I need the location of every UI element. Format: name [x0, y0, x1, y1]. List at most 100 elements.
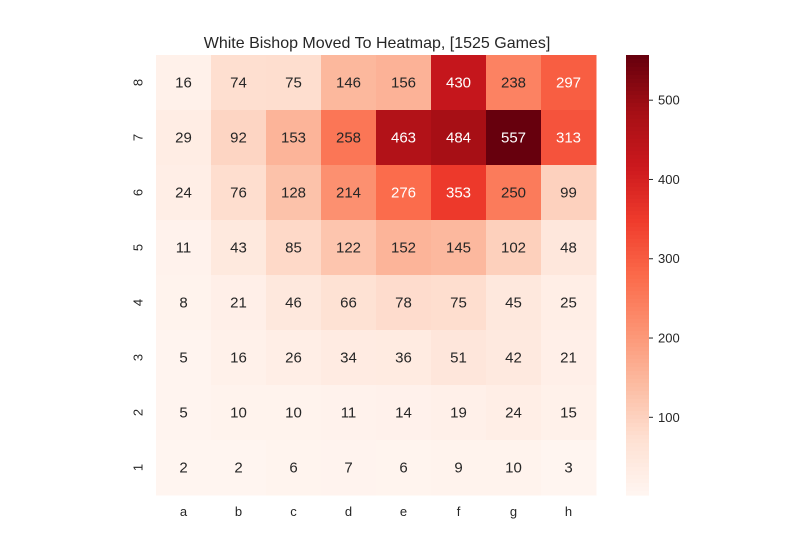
colorbar-segment	[626, 219, 649, 224]
colorbar-segment	[626, 99, 649, 104]
cell-value-label: 26	[285, 350, 302, 367]
colorbar-segment	[626, 203, 649, 208]
heatmap-cell-b6	[211, 165, 267, 221]
colorbar-segment	[626, 159, 649, 164]
colorbar-segment	[626, 215, 649, 220]
colorbar-segment	[626, 351, 649, 356]
colorbar-segment	[626, 147, 649, 152]
heatmap-cell-g1	[486, 440, 542, 496]
colorbar-segment	[626, 415, 649, 420]
cell-value-label: 7	[344, 460, 352, 477]
x-tick-label: e	[400, 504, 407, 519]
cell-value-label: 10	[285, 405, 302, 422]
colorbar-segment	[626, 79, 649, 84]
colorbar-segment	[626, 435, 649, 440]
cell-value-label: 6	[399, 460, 407, 477]
heatmap-cell-d3	[321, 330, 377, 386]
heatmap-cell-a8	[156, 55, 212, 111]
colorbar-segment	[626, 403, 649, 408]
colorbar-segment	[626, 247, 649, 252]
colorbar-segment	[626, 367, 649, 372]
colorbar-segment	[626, 167, 649, 172]
colorbar-segment	[626, 67, 649, 72]
colorbar-segment	[626, 191, 649, 196]
heatmap-cell-b8	[211, 55, 267, 111]
colorbar-segment	[626, 323, 649, 328]
cell-value-label: 75	[285, 75, 302, 92]
colorbar-segment	[626, 195, 649, 200]
colorbar-tick-label: 500	[658, 93, 680, 108]
colorbar-segment	[626, 423, 649, 428]
cell-value-label: 8	[179, 295, 187, 312]
colorbar-segment	[626, 327, 649, 332]
cell-value-label: 25	[560, 295, 577, 312]
colorbar-segment	[626, 115, 649, 120]
colorbar-segment	[626, 307, 649, 312]
colorbar-segment	[626, 231, 649, 236]
cell-value-label: 21	[230, 295, 247, 312]
x-tick-label: g	[510, 504, 517, 519]
cell-value-label: 258	[336, 130, 361, 147]
colorbar-segment	[626, 299, 649, 304]
colorbar-segment	[626, 395, 649, 400]
colorbar-segment	[626, 259, 649, 264]
colorbar-tick-label: 300	[658, 251, 680, 266]
cell-value-label: 557	[501, 130, 526, 147]
heatmap-cell-b7	[211, 110, 267, 166]
cell-value-label: 313	[556, 130, 581, 147]
colorbar-segment	[626, 311, 649, 316]
colorbar-segment	[626, 155, 649, 160]
y-tick-label: 8	[131, 79, 146, 86]
heatmap-cell-f6	[431, 165, 487, 221]
cell-value-label: 276	[391, 185, 416, 202]
colorbar-segment	[626, 379, 649, 384]
colorbar-segment	[626, 119, 649, 124]
heatmap-cell-h5	[541, 220, 597, 276]
colorbar-segment	[626, 427, 649, 432]
y-tick-label: 2	[131, 409, 146, 416]
colorbar-segment	[626, 475, 649, 480]
colorbar-segment	[626, 59, 649, 64]
heatmap-cell-a2	[156, 385, 212, 441]
cell-value-label: 297	[556, 75, 581, 92]
heatmap-cell-f1	[431, 440, 487, 496]
colorbar-segment	[626, 207, 649, 212]
colorbar-segment	[626, 263, 649, 268]
colorbar-segment	[626, 451, 649, 456]
colorbar-segment	[626, 491, 649, 496]
colorbar-segment	[626, 83, 649, 88]
cell-value-label: 14	[395, 405, 412, 422]
heatmap-cell-f3	[431, 330, 487, 386]
heatmap-cell-g2	[486, 385, 542, 441]
cell-value-label: 16	[175, 75, 192, 92]
cell-value-label: 152	[391, 240, 416, 257]
colorbar-segment	[626, 419, 649, 424]
cell-value-label: 46	[285, 295, 302, 312]
colorbar-segment	[626, 315, 649, 320]
cell-value-label: 19	[450, 405, 467, 422]
y-tick-label: 4	[131, 299, 146, 306]
x-tick-label: a	[180, 504, 188, 519]
colorbar-segment	[626, 151, 649, 156]
colorbar-segment	[626, 199, 649, 204]
colorbar-segment	[626, 111, 649, 116]
colorbar-segment	[626, 303, 649, 308]
colorbar-segment	[626, 239, 649, 244]
heatmap-cell-a3	[156, 330, 212, 386]
y-tick-label: 5	[131, 244, 146, 251]
heatmap-cell-d8	[321, 55, 377, 111]
colorbar-segment	[626, 391, 649, 396]
y-axis-tick-labels: 8 7 6 5 4 3 2 1	[131, 79, 146, 471]
colorbar-segment	[626, 163, 649, 168]
colorbar-segment	[626, 339, 649, 344]
cell-value-label: 5	[179, 350, 187, 367]
cell-value-label: 48	[560, 240, 577, 257]
cell-value-label: 2	[234, 460, 242, 477]
colorbar-segment	[626, 483, 649, 488]
cell-value-label: 122	[336, 240, 361, 257]
heatmap-cell-d1	[321, 440, 377, 496]
cell-value-label: 484	[446, 130, 471, 147]
colorbar-segment	[626, 55, 649, 60]
cell-value-label: 250	[501, 185, 526, 202]
